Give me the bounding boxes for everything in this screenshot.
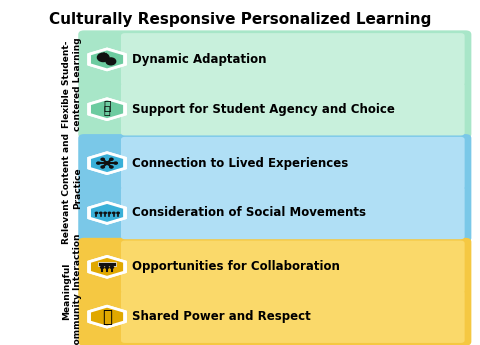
FancyBboxPatch shape xyxy=(121,240,465,293)
FancyBboxPatch shape xyxy=(121,83,465,136)
Text: Culturally Responsive Personalized Learning: Culturally Responsive Personalized Learn… xyxy=(49,12,431,27)
Text: Opportunities for Collaboration: Opportunities for Collaboration xyxy=(132,260,340,273)
Circle shape xyxy=(100,158,105,161)
FancyBboxPatch shape xyxy=(121,290,465,343)
FancyBboxPatch shape xyxy=(98,263,116,266)
Text: 🤝: 🤝 xyxy=(102,308,112,326)
Polygon shape xyxy=(87,48,127,71)
Text: 💬: 💬 xyxy=(103,100,111,113)
Text: Dynamic Adaptation: Dynamic Adaptation xyxy=(132,53,266,66)
Circle shape xyxy=(116,211,120,214)
Circle shape xyxy=(100,165,105,169)
Polygon shape xyxy=(87,201,127,225)
FancyBboxPatch shape xyxy=(121,187,465,239)
FancyBboxPatch shape xyxy=(78,238,471,345)
Text: Support for Student Agency and Choice: Support for Student Agency and Choice xyxy=(132,103,395,116)
Polygon shape xyxy=(87,97,127,121)
Text: Relevant Content and
Practice: Relevant Content and Practice xyxy=(62,132,82,244)
Polygon shape xyxy=(87,255,127,279)
FancyBboxPatch shape xyxy=(121,137,465,189)
Circle shape xyxy=(112,211,116,214)
Text: 🧍: 🧍 xyxy=(104,106,110,116)
Polygon shape xyxy=(87,151,127,175)
Circle shape xyxy=(96,161,101,165)
Text: Consideration of Social Movements: Consideration of Social Movements xyxy=(132,206,366,219)
Circle shape xyxy=(100,266,105,269)
Circle shape xyxy=(97,53,109,61)
Polygon shape xyxy=(90,306,124,327)
Text: Flexible Student-
centered Learning: Flexible Student- centered Learning xyxy=(62,38,82,131)
Circle shape xyxy=(109,165,114,169)
Circle shape xyxy=(108,211,111,214)
Polygon shape xyxy=(90,99,124,120)
Circle shape xyxy=(109,266,114,269)
FancyBboxPatch shape xyxy=(78,30,471,138)
Circle shape xyxy=(103,211,107,214)
FancyBboxPatch shape xyxy=(78,134,471,242)
Text: Connection to Lived Experiences: Connection to Lived Experiences xyxy=(132,157,348,170)
Polygon shape xyxy=(90,153,124,174)
Polygon shape xyxy=(90,256,124,277)
Circle shape xyxy=(104,161,110,165)
Circle shape xyxy=(99,211,103,214)
FancyBboxPatch shape xyxy=(121,33,465,86)
Circle shape xyxy=(113,161,118,165)
Text: Shared Power and Respect: Shared Power and Respect xyxy=(132,310,311,323)
Circle shape xyxy=(106,58,116,65)
Polygon shape xyxy=(90,49,124,70)
Polygon shape xyxy=(87,305,127,328)
Circle shape xyxy=(109,158,114,161)
Polygon shape xyxy=(90,203,124,223)
Circle shape xyxy=(105,266,109,269)
Text: ⚙: ⚙ xyxy=(107,57,114,66)
Text: Meaningful
Community Interaction: Meaningful Community Interaction xyxy=(62,233,82,345)
Text: ⚙: ⚙ xyxy=(99,52,108,62)
Circle shape xyxy=(95,211,98,214)
